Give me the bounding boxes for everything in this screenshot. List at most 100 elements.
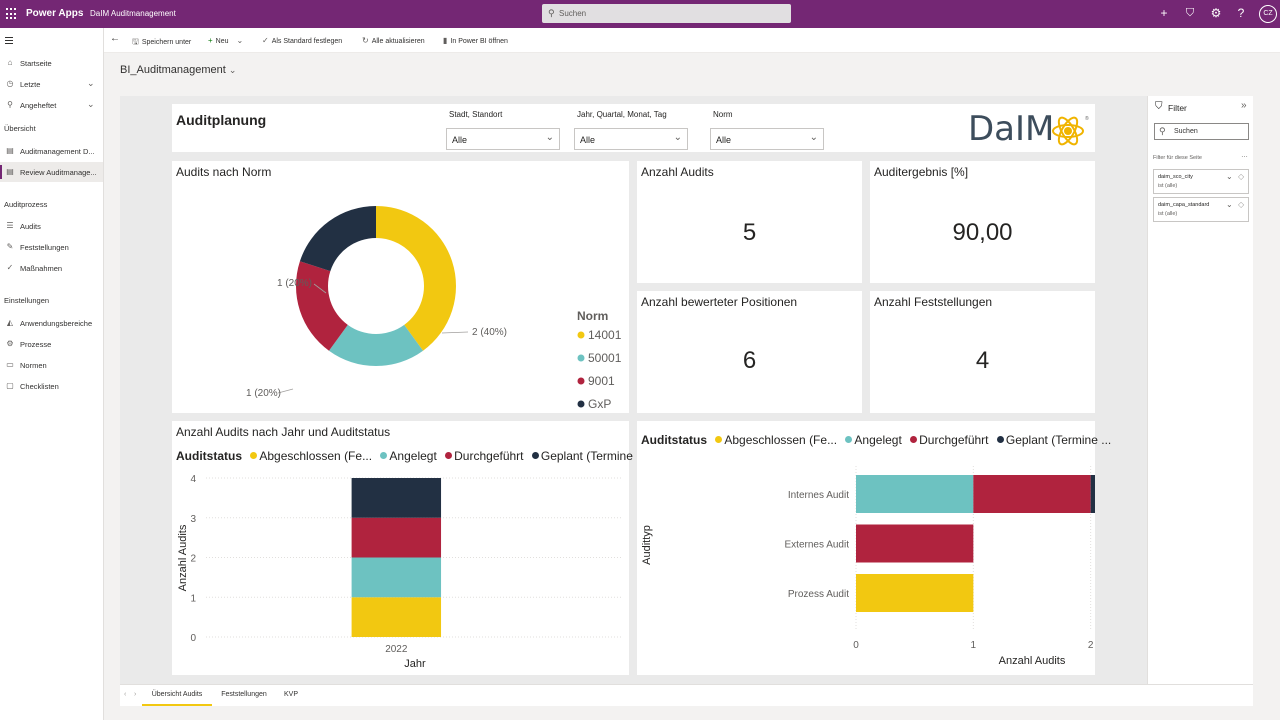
chevron-right-icon[interactable]: › [134,691,137,698]
nav-item-review-auditmanagement[interactable]: ▤ Review Auditmanage... [0,162,103,182]
new-button[interactable]: + Neu ⌄ [208,36,246,45]
chevron-down-icon: ⌄ [228,65,237,75]
search-icon: ⚲ [548,8,555,18]
legend-item[interactable]: Abgeschlossen (Fe... [259,449,373,463]
legend-item: 14001 [588,328,622,342]
nav-item-auditmanagement-dashboard[interactable]: ▤ Auditmanagement D... [0,141,103,161]
nav-item-pinned[interactable]: ⚲ Angeheftet ⌄ [0,95,103,115]
kpi-card-findings[interactable]: Anzahl Feststellungen 4 [870,291,1095,413]
x-tick-label: 2 [1088,640,1094,651]
data-label: 2 (40%) [472,327,507,338]
legend-item[interactable]: Durchgeführt [919,433,989,447]
open-powerbi-button[interactable]: ▮ In Power BI öffnen [443,36,508,45]
nav-item-anwendungsbereiche[interactable]: ◭ Anwendungsbereiche [0,313,103,333]
tab-feststellungen[interactable]: Feststellungen [221,691,267,698]
legend-item[interactable]: Geplant (Termine ... [1005,433,1112,447]
column-chart-tile[interactable]: Anzahl Audits nach Jahr und Auditstatus … [172,421,646,675]
eraser-icon[interactable]: ◇ [1238,172,1245,181]
status-legend: Auditstatus Abgeschlossen (Fe... Angeleg… [641,433,1111,447]
slicer-value: Alle [452,135,468,145]
nav-item-audits[interactable]: ☰ Audits [0,216,103,236]
more-options-icon[interactable]: … [1241,152,1248,159]
filter-card-city[interactable]: daim_sco_city ist (alle) ⌄ ◇ [1153,169,1249,194]
kpi-card-audits[interactable]: Anzahl Audits 5 [637,161,862,283]
nav-item-home[interactable]: ⌂ Startseite [0,53,103,73]
legend-dot [715,436,723,443]
legend-item[interactable]: Angelegt [854,433,902,447]
nav-item-recent[interactable]: ◷ Letzte ⌄ [0,74,103,94]
legend-dot [996,436,1004,443]
legend-item[interactable]: Angelegt [389,449,437,463]
back-arrow-icon[interactable]: ← [110,33,120,44]
chevron-down-icon[interactable]: ⌄ [1226,172,1233,181]
nav-item-feststellungen[interactable]: ✎ Feststellungen [0,237,103,257]
y-tick-label: 0 [190,633,196,644]
nav-item-checklisten[interactable]: ▢ Checklisten [0,376,103,396]
tab-uebersicht-audits[interactable]: Übersicht Audits [142,685,212,706]
legend-item[interactable]: Abgeschlossen (Fe... [724,433,838,447]
chevron-down-icon[interactable]: ⌄ [87,78,95,88]
donut-chart-tile[interactable]: Audits nach Norm 2 (40%)1 (20%)1 (20%)1 … [172,161,629,413]
avatar[interactable]: CZ [1259,5,1277,23]
app-name[interactable]: DaIM Auditmanagement [90,9,176,18]
save-as-button[interactable]: 🖫 Speichern unter [132,36,191,50]
refresh-all-button[interactable]: ↻ Alle aktualisieren [362,36,425,45]
slicer-date[interactable]: Alle ⌄ [574,128,688,150]
global-search-input[interactable]: ⚲ Suchen [542,4,791,23]
legend-dot [910,436,918,443]
chevron-down-icon[interactable]: ⌄ [1226,200,1233,209]
x-axis-title: Anzahl Audits [999,655,1066,667]
nav-label: Prozesse [20,340,52,349]
app-launcher-icon[interactable] [6,8,18,20]
legend-title: Auditstatus [641,433,707,447]
y-tick-label: 4 [190,474,196,485]
check-icon: ✓ [262,36,269,45]
tab-kvp[interactable]: KVP [283,691,298,698]
nav-section-settings: Einstellungen [4,296,50,305]
bar-chart-tile[interactable]: Auditstatus Abgeschlossen (Fe... Angeleg… [637,421,1111,675]
bar-segment-2 [856,524,974,563]
slicer-label-norm: Norm [713,110,733,119]
chevron-down-icon[interactable]: ⌄ [236,36,244,45]
eraser-icon[interactable]: ◇ [1238,200,1245,209]
kpi-title: Anzahl bewerteter Positionen [641,295,798,309]
nav-item-prozesse[interactable]: ⚙ Prozesse [0,334,103,354]
filter-pane-title: Filter [1168,103,1187,113]
nav-item-massnahmen[interactable]: ✓ Maßnahmen [0,258,103,278]
set-default-button[interactable]: ✓ Als Standard festlegen [262,36,342,45]
filter-value: ist (alle) [1158,183,1178,189]
save-as-label: Speichern unter [141,39,192,46]
hamburger-menu-icon[interactable] [5,37,13,46]
list-icon: ☰ [6,221,14,230]
legend-item[interactable]: Durchgeführt [454,449,524,463]
y-tick-label: Internes Audit [788,490,849,501]
slicer-norm[interactable]: Alle ⌄ [710,128,824,150]
set-default-label: Als Standard festlegen [271,38,343,45]
legend-item[interactable]: Geplant (Termine ... [540,449,647,463]
slicer-city[interactable]: Alle ⌄ [446,128,560,150]
help-icon[interactable]: ? [1237,6,1245,20]
kpi-card-positions[interactable]: Anzahl bewerteter Positionen 6 [637,291,862,413]
brand-label[interactable]: Power Apps [26,8,84,19]
legend-dot [380,452,388,459]
column-segment-2 [351,517,442,558]
legend-dot [577,331,585,339]
filter-card-standard[interactable]: daim_capa_standard ist (alle) ⌄ ◇ [1153,197,1249,222]
filter-icon[interactable]: ⛉ [1185,7,1195,19]
nav-item-normen[interactable]: ▭ Normen [0,355,103,375]
app-header-bar: Power Apps DaIM Auditmanagement ⚲ Suchen… [0,0,1280,28]
book-icon: ▭ [6,360,14,369]
kpi-card-audit-result[interactable]: Auditergebnis [%] 90,00 [870,161,1095,283]
bar-segment-2 [973,475,1091,513]
report-selector[interactable]: BI_Auditmanagement ⌄ [120,64,236,76]
gear-icon[interactable]: ⚙ [1210,6,1222,20]
filter-search-input[interactable]: ⚲ Suchen [1154,123,1249,140]
chevron-left-icon[interactable]: ‹ [124,691,127,698]
slicer-value: Alle [580,135,596,145]
plus-icon[interactable]: + [1160,6,1168,20]
collapse-pane-icon[interactable]: » [1241,100,1247,111]
legend-item: GxP [588,397,611,411]
chevron-down-icon[interactable]: ⌄ [87,99,95,109]
chart-icon: ▤ [6,146,14,155]
chevron-down-icon: ⌄ [809,132,818,143]
